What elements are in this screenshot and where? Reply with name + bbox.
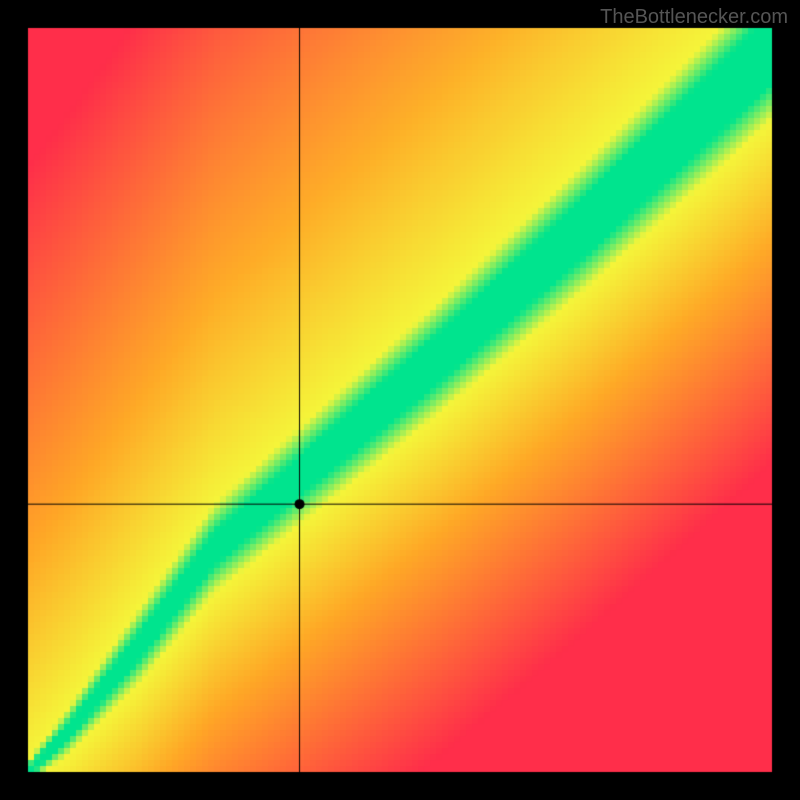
bottleneck-heatmap — [0, 0, 800, 800]
chart-container: TheBottlenecker.com — [0, 0, 800, 800]
watermark-text: TheBottlenecker.com — [600, 6, 788, 29]
